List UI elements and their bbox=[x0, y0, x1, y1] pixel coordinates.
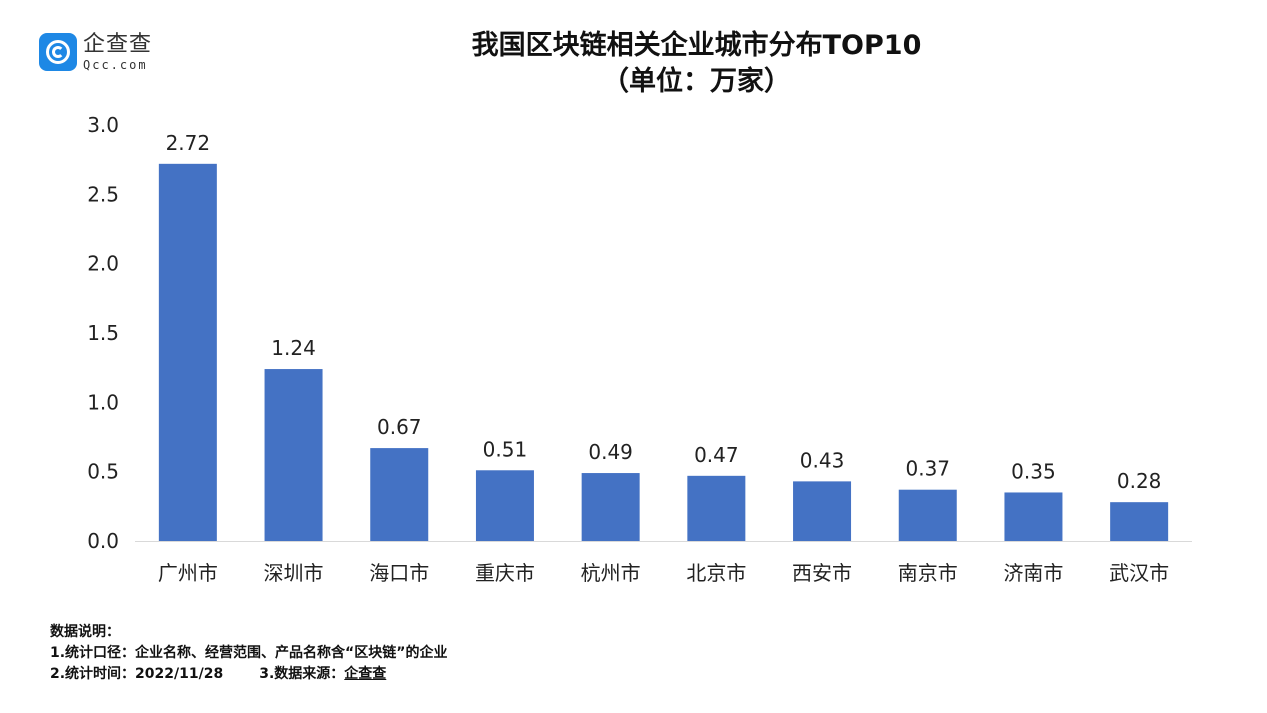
bar-5 bbox=[581, 473, 640, 541]
chart-subtitle: （单位：万家） bbox=[602, 66, 791, 97]
x-tick-label: 济南市 bbox=[1003, 561, 1063, 585]
bar-8 bbox=[898, 489, 957, 541]
x-tick-label: 武汉市 bbox=[1109, 561, 1169, 585]
logo-name-cn: 企查查 bbox=[83, 31, 153, 57]
y-tick-label: 3.0 bbox=[87, 113, 119, 137]
qcc-logo-icon bbox=[39, 33, 77, 71]
y-tick-label: 2.5 bbox=[87, 182, 119, 206]
data-notes: 数据说明： 1.统计口径：企业名称、经营范围、产品名称含“区块链”的企业 2.统… bbox=[50, 622, 447, 685]
x-tick-label: 重庆市 bbox=[475, 561, 535, 585]
data-label: 0.37 bbox=[905, 457, 950, 481]
bar-2 bbox=[264, 369, 323, 541]
qcc-logo: 企查查 Qcc.com bbox=[39, 33, 152, 71]
bar-10 bbox=[1110, 502, 1169, 541]
y-tick-label: 0.5 bbox=[87, 460, 119, 484]
x-tick-label: 南京市 bbox=[898, 561, 958, 585]
data-label: 0.47 bbox=[694, 443, 739, 467]
bar-3 bbox=[370, 448, 429, 541]
bar-4 bbox=[475, 470, 534, 541]
data-label: 0.51 bbox=[483, 437, 528, 461]
bar-7 bbox=[793, 481, 852, 541]
data-label: 0.28 bbox=[1117, 469, 1162, 493]
bar-9 bbox=[1004, 492, 1063, 541]
bar-6 bbox=[687, 475, 746, 541]
y-tick-label: 1.0 bbox=[87, 390, 119, 414]
bar-1 bbox=[158, 163, 217, 541]
x-tick-label: 西安市 bbox=[792, 561, 852, 585]
x-tick-label: 深圳市 bbox=[264, 561, 324, 585]
x-tick-label: 杭州市 bbox=[581, 561, 641, 585]
notes-line-2a: 2.统计时间：2022/11/28 bbox=[50, 666, 224, 682]
y-tick-label: 2.0 bbox=[87, 252, 119, 276]
x-tick-label: 北京市 bbox=[686, 561, 746, 585]
x-tick-label: 海口市 bbox=[369, 561, 429, 585]
notes-line-1: 1.统计口径：企业名称、经营范围、产品名称含“区块链”的企业 bbox=[50, 645, 448, 661]
chart-title: 我国区块链相关企业城市分布TOP10 bbox=[471, 30, 922, 61]
data-label: 0.43 bbox=[800, 448, 845, 472]
data-label: 0.67 bbox=[377, 415, 422, 439]
data-label: 1.24 bbox=[271, 336, 316, 360]
y-tick-label: 1.5 bbox=[87, 321, 119, 345]
x-tick-label: 广州市 bbox=[158, 561, 218, 585]
data-label: 0.35 bbox=[1011, 459, 1056, 483]
notes-heading: 数据说明： bbox=[50, 624, 120, 640]
data-label: 2.72 bbox=[166, 131, 211, 155]
logo-name-en: Qcc.com bbox=[83, 57, 148, 72]
y-tick-label: 0.0 bbox=[87, 529, 119, 553]
notes-source: 企查查 bbox=[344, 666, 387, 682]
data-label: 0.49 bbox=[588, 440, 633, 464]
notes-line-2b-label: 3.数据来源： bbox=[259, 666, 345, 682]
